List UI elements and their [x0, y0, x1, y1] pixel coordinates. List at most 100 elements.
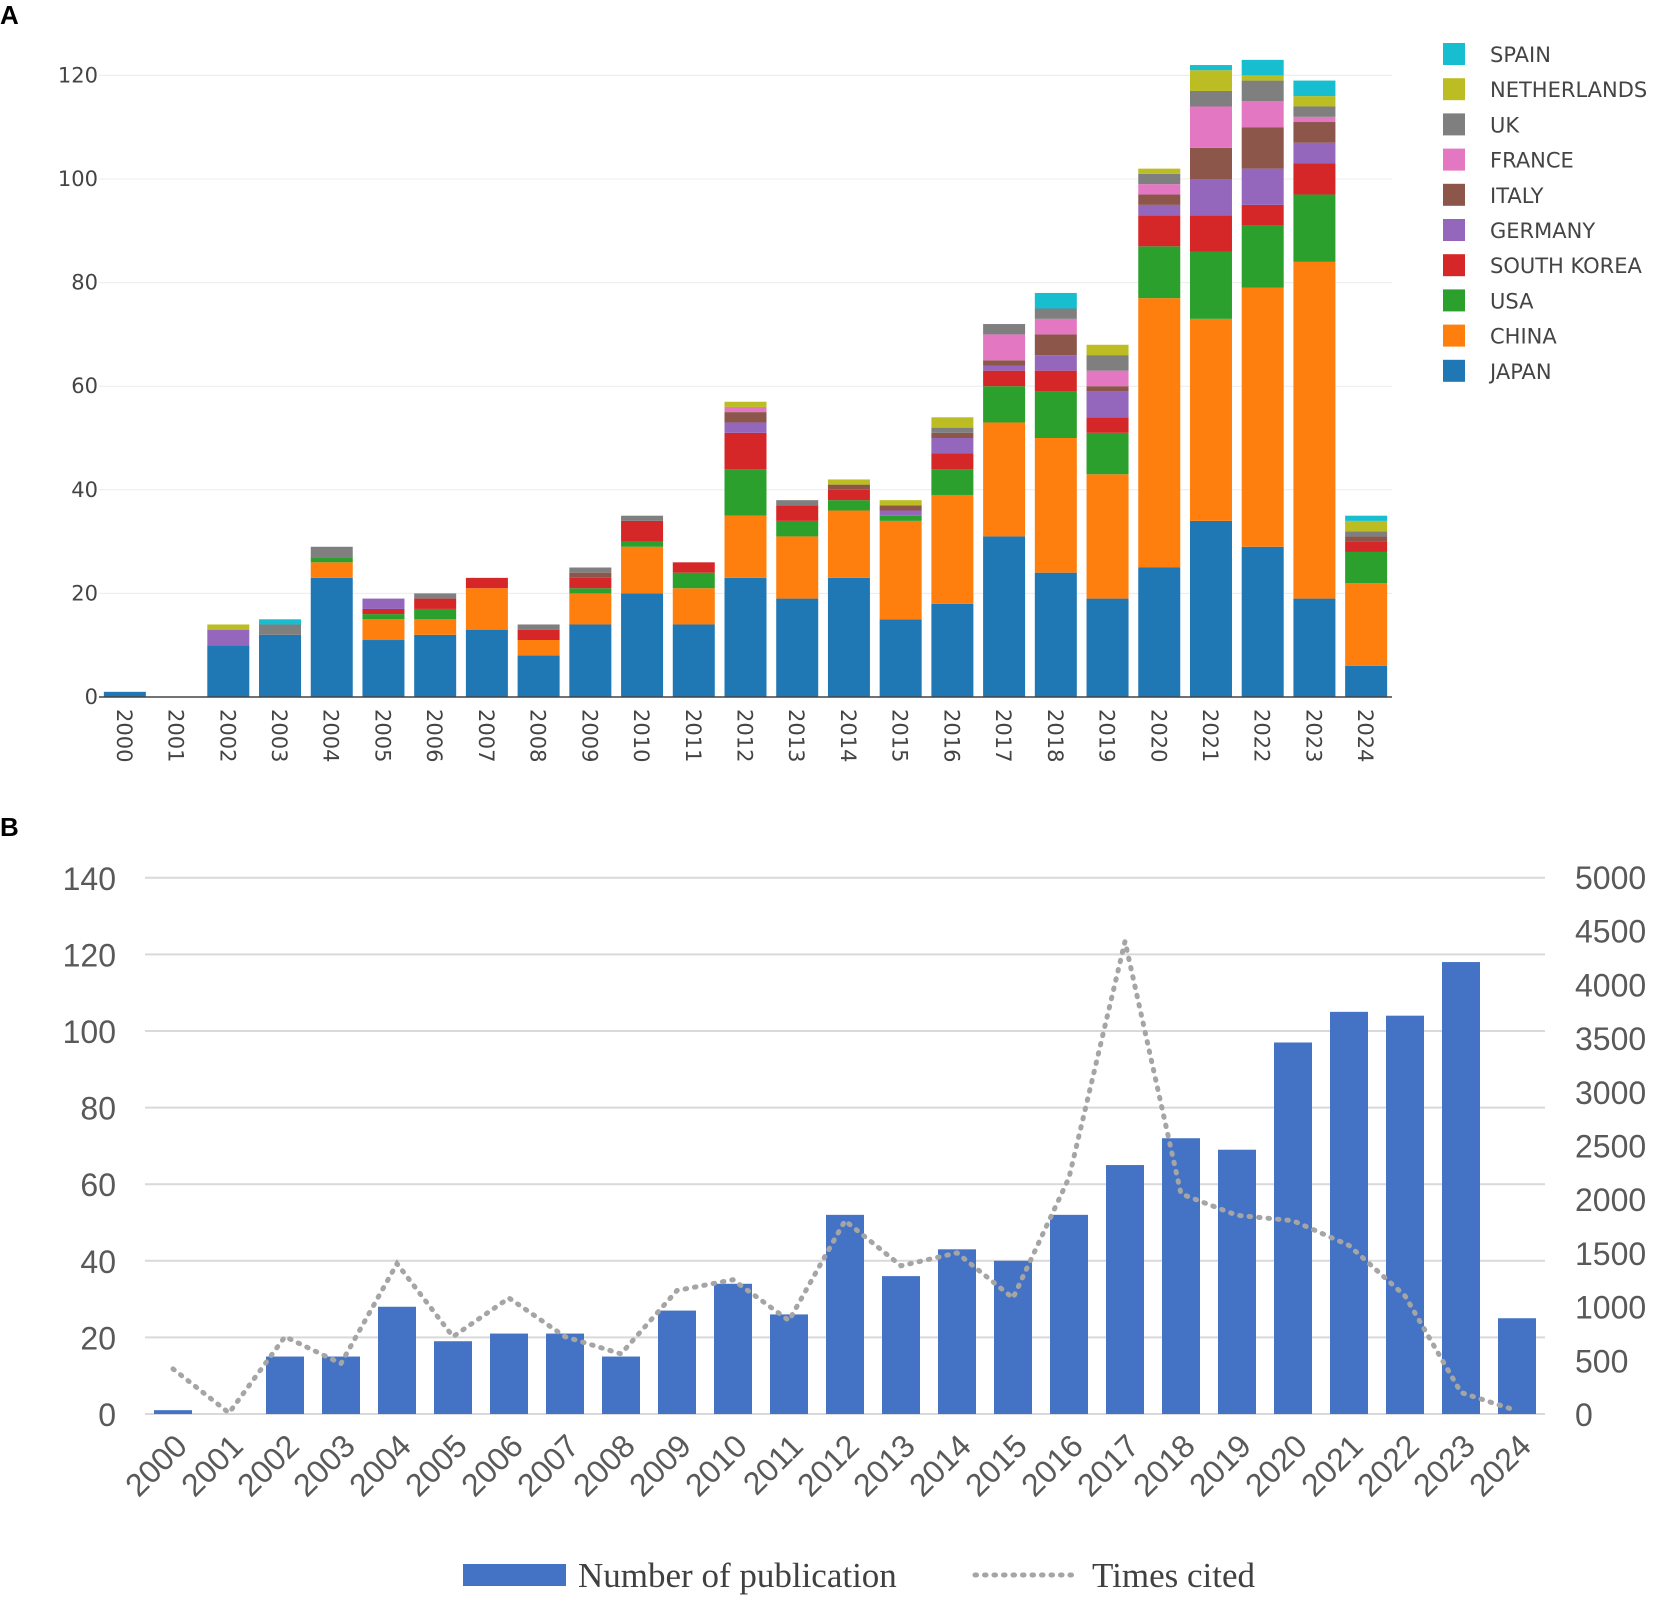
chart-a-legend-label: CHINA [1490, 325, 1557, 349]
chart-a-x-tick-label: 2011 [681, 709, 705, 762]
chart-a-bar-japan-2005 [362, 640, 405, 697]
chart-b-x-tick-label: 2024 [1462, 1427, 1538, 1503]
chart-a-bar-japan-2003 [259, 634, 302, 697]
chart-a-bar-usa-2014 [827, 500, 870, 511]
chart-a-bar-china-2008 [517, 640, 560, 656]
chart-a-bar-italy-2012 [724, 412, 767, 423]
chart-a-bar-usa-2020 [1138, 246, 1181, 299]
chart-a-bar-germany-2005 [362, 598, 405, 609]
chart-a-x-tick-label: 2018 [1043, 709, 1067, 762]
chart-a-legend-label: ITALY [1490, 184, 1544, 208]
chart-b-x-tick-label: 2018 [1126, 1427, 1202, 1503]
chart-a-legend-swatch-france [1443, 148, 1465, 171]
chart-a-bar-south-korea-2018 [1034, 370, 1077, 392]
chart-a-bar-italy-2015 [879, 505, 922, 511]
chart-a-bar-uk-2022 [1241, 80, 1284, 102]
chart-b-bar-2009 [658, 1310, 696, 1414]
chart-a-bar-china-2024 [1345, 583, 1388, 666]
chart-a-bar-netherlands-2014 [827, 479, 870, 485]
chart-b-bar-2017 [1106, 1165, 1144, 1414]
chart-a-bar-usa-2006 [414, 608, 457, 620]
chart-a-x-tick-label: 2000 [112, 709, 136, 762]
chart-b-y-ticks: 0 20 40 60 80 100 120 140 [63, 861, 116, 1433]
chart-b-y-tick-label: 100 [63, 1014, 116, 1050]
chart-a-bar-south-korea-2024 [1345, 541, 1388, 552]
chart-a-bar-china-2022 [1241, 287, 1284, 547]
chart-a-bar-japan-2019 [1086, 598, 1129, 697]
chart-b-x-tick-label: 2016 [1014, 1427, 1090, 1503]
chart-a-bar-japan-2013 [776, 598, 819, 697]
chart-a-bar-france-2019 [1086, 370, 1129, 387]
chart-b-x-tick-label: 2007 [510, 1427, 586, 1503]
chart-a-x-tick-label: 2024 [1353, 709, 1377, 762]
chart-a-bar-italy-2021 [1189, 147, 1232, 179]
chart-b-bar-2021 [1330, 1011, 1368, 1414]
chart-b-x-tick-label: 2012 [790, 1427, 866, 1503]
chart-a-bar-china-2016 [931, 494, 974, 604]
chart-a-bar-germany-2015 [879, 510, 922, 516]
chart-a-bar-japan-2024 [1345, 665, 1388, 697]
chart-a-bar-china-2023 [1293, 261, 1336, 599]
chart-a-bar-spain-2003 [259, 619, 302, 625]
chart-a-bar-germany-2020 [1138, 204, 1181, 216]
chart-a-x-tick-label: 2002 [215, 709, 239, 762]
chart-a-legend-swatch-usa [1443, 289, 1465, 312]
chart-a-bar-italy-2020 [1138, 194, 1181, 205]
chart-b-legend: Number of publication Times cited [463, 1556, 1256, 1595]
chart-b-y2-tick-label: 4000 [1575, 967, 1646, 1003]
chart-b-x-tick-label: 2009 [622, 1427, 698, 1503]
chart-a: 0 20 40 60 80 100 120 2000 2001 2002 2003 2004 2005… [58, 43, 1647, 762]
chart-b-y2-tick-label: 4500 [1575, 914, 1646, 950]
chart-a-bar-south-korea-2019 [1086, 417, 1129, 433]
chart-a-bar-france-2023 [1293, 116, 1336, 123]
chart-a-bar-germany-2012 [724, 422, 767, 433]
chart-b-bar-2005 [434, 1341, 472, 1414]
chart-a-bar-netherlands-2020 [1138, 168, 1181, 174]
chart-a-bar-france-2020 [1138, 184, 1181, 195]
chart-a-bar-south-korea-2023 [1293, 163, 1336, 195]
chart-a-bar-japan-2016 [931, 603, 974, 697]
chart-a-bar-south-korea-2011 [672, 562, 715, 573]
chart-a-bar-usa-2023 [1293, 194, 1336, 262]
chart-b-y-tick-label: 120 [63, 937, 116, 973]
chart-b-bar-2004 [378, 1306, 416, 1414]
chart-a-bar-italy-2022 [1241, 127, 1284, 169]
chart-a-x-tick-label: 2019 [1095, 709, 1119, 762]
chart-a-legend-label: NETHERLANDS [1490, 78, 1647, 102]
chart-a-bar-china-2005 [362, 619, 405, 641]
chart-a-bar-china-2015 [879, 520, 922, 620]
chart-a-bars [103, 59, 1388, 697]
chart-a-x-tick-label: 2007 [474, 709, 498, 762]
chart-a-bar-south-korea-2009 [569, 577, 612, 589]
chart-a-bar-japan-2010 [621, 593, 664, 697]
chart-a-x-tick-label: 2008 [526, 709, 550, 762]
chart-a-bar-usa-2024 [1345, 551, 1388, 584]
chart-a-bar-spain-2021 [1189, 65, 1232, 71]
chart-a-y-tick-label: 40 [71, 478, 98, 502]
chart-a-x-tick-label: 2009 [577, 709, 601, 762]
chart-a-bar-spain-2023 [1293, 80, 1336, 97]
chart-a-bar-france-2018 [1034, 318, 1077, 335]
chart-a-bar-uk-2010 [621, 515, 664, 521]
chart-a-x-tick-label: 2003 [267, 709, 291, 762]
chart-a-bar-china-2009 [569, 593, 612, 625]
chart-a-legend-label: SPAIN [1490, 43, 1551, 67]
chart-a-y-tick-label: 0 [85, 685, 98, 709]
chart-a-bar-usa-2011 [672, 572, 715, 589]
chart-b-bar-2022 [1386, 1015, 1424, 1414]
chart-b-y-tick-label: 20 [80, 1320, 116, 1356]
chart-b-x-ticks: 2000200120022003200420052006200720082009… [118, 1427, 1538, 1503]
chart-b: 0 20 40 60 80 100 120 140 0 500 1000 1500 2000 2500 3… [63, 860, 1647, 1595]
chart-a-legend-swatch-south-korea [1443, 254, 1465, 277]
chart-a-bar-uk-2024 [1345, 531, 1388, 537]
chart-b-bar-2007 [546, 1333, 584, 1414]
chart-a-y-ticks: 0 20 40 60 80 100 120 [58, 63, 98, 709]
chart-b-bar-2023 [1442, 962, 1480, 1414]
chart-a-bar-netherlands-2015 [879, 500, 922, 506]
chart-a-bar-italy-2019 [1086, 386, 1129, 392]
chart-a-bar-germany-2023 [1293, 142, 1336, 164]
chart-a-bar-south-korea-2005 [362, 608, 405, 615]
chart-b-y2-tick-label: 500 [1575, 1343, 1628, 1379]
chart-b-legend-label: Times cited [1092, 1556, 1256, 1595]
chart-a-bar-japan-2008 [517, 655, 560, 697]
